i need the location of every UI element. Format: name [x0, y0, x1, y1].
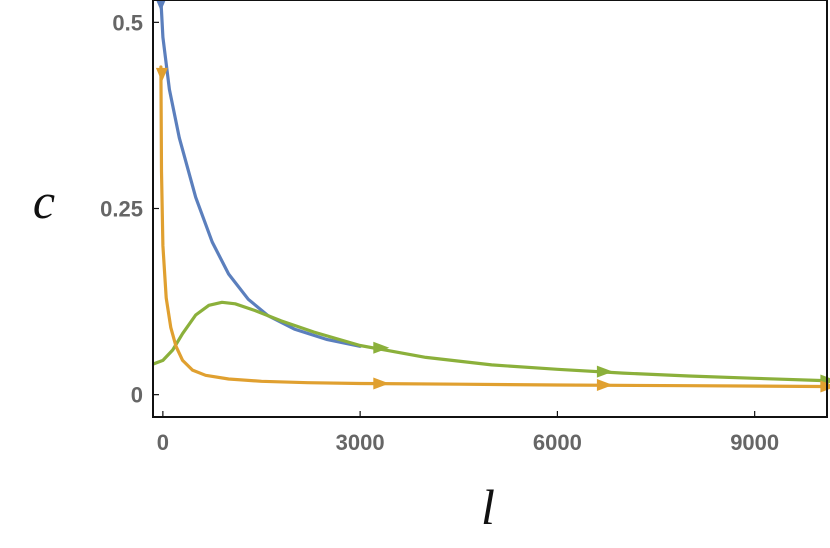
y-tick-label: 0.25 — [100, 197, 143, 222]
y-tick-label: 0 — [131, 383, 143, 408]
series-3-arrow-3 — [596, 379, 613, 391]
series-line-2 — [153, 300, 822, 383]
x-axis-label: l — [481, 479, 495, 535]
series-1-arrow-1 — [156, 0, 166, 12]
x-tick-label: 9000 — [730, 430, 779, 455]
x-tick-label: 3000 — [336, 430, 385, 455]
series-3-arrow-2 — [373, 377, 390, 390]
series-2-arrow-2 — [596, 365, 613, 378]
series-layer — [153, 0, 822, 389]
x-tick-label: 6000 — [533, 430, 582, 455]
series-2-arrow-1 — [373, 341, 390, 354]
y-axis-label: c — [33, 173, 55, 229]
series-line-1 — [159, 0, 362, 348]
y-tick-label: 0.5 — [112, 10, 143, 35]
series-line-3 — [159, 65, 822, 389]
x-tick-label: 0 — [157, 430, 169, 455]
series-3-arrow-1 — [155, 67, 168, 82]
arrow-layer — [155, 0, 830, 393]
tick-layer: 0 3000 6000 9000 0 0.25 0.5 — [100, 10, 779, 455]
plot-frame — [152, 0, 828, 418]
